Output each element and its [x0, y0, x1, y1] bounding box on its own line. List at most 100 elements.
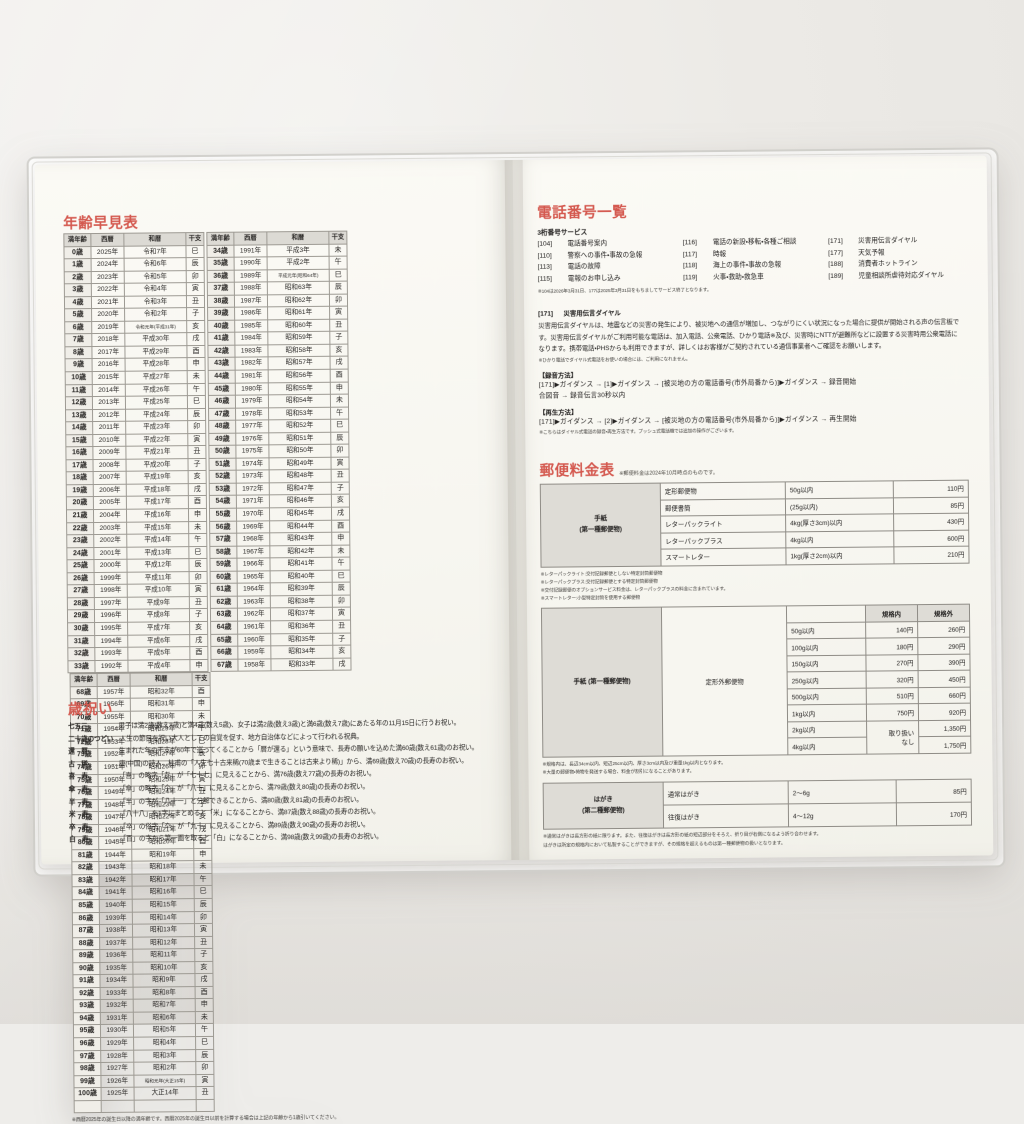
table-cell: 57歳: [209, 533, 237, 547]
table-cell: 平成3年: [266, 243, 330, 257]
telephone-columns: [104] 電話番号案内 [110] 警察への事件・事故の急報 [113] 電話の故障 [1…: [537, 235, 961, 285]
table-cell: 2000年: [93, 559, 128, 573]
table-cell: 2005年: [93, 496, 127, 510]
telephone-number: [117]: [682, 250, 698, 258]
table-cell: 昭和43年: [269, 532, 332, 546]
table-cell: 1kg(厚さ2cm)以内: [785, 546, 895, 565]
table-cell: 2003年: [93, 521, 127, 535]
table-cell: 令和6年: [124, 257, 187, 271]
column-header: 干支: [185, 232, 204, 246]
postal-notes-2: ※規格内は、長辺34cm以内、短辺25cm以内、厚さ3cm以内及び重量1kg以内…: [542, 756, 970, 777]
table-cell: 180円: [865, 637, 918, 655]
table-cell: 昭和11年: [132, 948, 195, 962]
table-cell: 昭和58年: [267, 344, 331, 358]
table-cell: 39歳: [207, 307, 235, 321]
table-cell: 1984年: [234, 332, 268, 346]
table-cell: 94歳: [73, 1012, 101, 1026]
table-cell: 辰: [187, 408, 206, 421]
table-cell: 35歳: [207, 257, 235, 271]
table-cell: 子: [329, 331, 348, 345]
table-cell: 60歳: [210, 570, 238, 584]
telephone-label: 時報: [712, 250, 727, 258]
telephone-number: [177]: [828, 249, 843, 257]
table-cell: 亥: [332, 645, 351, 658]
telephone-number: [118]: [682, 262, 698, 270]
table-cell: 37歳: [207, 282, 235, 296]
telephone-label: 消費者ホットライン: [858, 260, 918, 268]
table-cell: 90歳: [72, 962, 100, 976]
table-cell: 63歳: [210, 608, 238, 622]
table-cell: 未: [330, 394, 349, 407]
table-cell: 寅: [187, 433, 206, 446]
table-cell: 平成23年: [125, 420, 188, 434]
table-cell: 昭和5年: [133, 1024, 196, 1038]
table-cell: 平成10年: [127, 583, 190, 598]
table-cell: 戌: [331, 507, 350, 520]
table-cell: 36歳: [207, 269, 235, 283]
table-cell: 平成30年: [124, 333, 187, 347]
table-cell: 亥: [186, 320, 205, 334]
table-cell: 1936年: [99, 949, 133, 963]
table-cell: 巳: [194, 885, 213, 899]
table-cell: 未: [328, 243, 348, 257]
table-cell: 1928年: [100, 1049, 134, 1063]
telephone-number: [171]: [828, 237, 843, 245]
table-cell: 昭和17年: [131, 873, 195, 887]
table-cell: 66歳: [210, 646, 238, 660]
table-cell: 未: [331, 544, 350, 558]
telephone-label: 電話番号案内: [567, 240, 608, 248]
table-cell: 子: [331, 482, 350, 495]
table-cell: 昭和6年: [133, 1011, 196, 1025]
table-cell: 1kg以内: [787, 704, 867, 722]
postal-table-postcards: はがき (第二種郵便物) 通常はがき 2〜6g 85円 往復はがき 4〜12g 170円: [543, 779, 972, 830]
table-cell: 98歳: [73, 1062, 101, 1076]
telephone-label: 災害用伝言ダイヤル: [858, 237, 918, 245]
table-cell: 1935年: [99, 961, 133, 975]
table-cell: 昭和62年: [267, 293, 330, 308]
table-cell: 昭和44年: [269, 519, 332, 533]
table-cell: 27歳: [67, 584, 95, 598]
table-cell: 4歳: [64, 296, 92, 310]
age-chart-section: 年齢早見表 満年齢 西暦 和暦 干支 0歳 2025年 令和7年巳 1歳 2024年 令和6年辰 2…: [63, 208, 492, 1124]
table-cell: 寅: [189, 583, 208, 597]
table-cell: 昭和40年: [270, 570, 333, 584]
telephone-column-1: [104] 電話番号案内 [110] 警察への事件・事故の急報 [113] 電話の故障 [1…: [537, 237, 671, 285]
table-cell: 38歳: [207, 294, 235, 308]
table-cell: 平成21年: [125, 445, 188, 460]
table-cell: 寅: [330, 456, 350, 470]
table-cell: 270円: [865, 654, 919, 672]
column-header: 西暦: [97, 673, 131, 687]
table-cell: 令和7年: [123, 245, 187, 259]
table-cell: 29歳: [67, 609, 95, 623]
saiiwai-term: 七五三: [68, 723, 88, 731]
table-cell: 昭和56年: [268, 369, 331, 383]
table-cell: 140円: [865, 621, 918, 639]
table-cell: 昭和7年: [133, 998, 196, 1013]
table-cell: 1987年: [234, 294, 268, 308]
table-cell: 辰: [194, 898, 213, 912]
table-cell: レターパックプラス: [660, 531, 786, 550]
table-cell: 酉: [188, 495, 207, 509]
table-cell: 戌: [186, 332, 205, 346]
saiiwai-term: 還 暦: [68, 748, 88, 756]
table-cell: 1943年: [98, 861, 132, 875]
table-cell: 昭和57年: [268, 356, 331, 370]
table-cell: 丑: [196, 1086, 215, 1100]
table-cell: 昭和41年: [269, 557, 333, 571]
table-cell: 巳: [330, 419, 349, 433]
saiiwai-term: 喜 寿: [68, 773, 88, 781]
table-cell: 酉: [189, 646, 208, 660]
table-cell: 1962年: [237, 608, 271, 622]
table-cell: 昭和14年: [132, 911, 195, 925]
table-cell: 600円: [893, 529, 969, 547]
table-cell: 1938年: [99, 924, 133, 938]
table-cell: 1978年: [235, 407, 269, 421]
table-cell: 子: [194, 948, 213, 962]
table-cell: 1999年: [94, 571, 128, 585]
table-cell: 1985年: [234, 319, 268, 333]
table-cell: [786, 605, 866, 623]
table-cell: 平成5年: [127, 646, 190, 660]
table-cell: 子: [187, 458, 207, 472]
table-cell: (25g以内): [785, 497, 894, 515]
table-cell: 丑: [194, 936, 213, 949]
